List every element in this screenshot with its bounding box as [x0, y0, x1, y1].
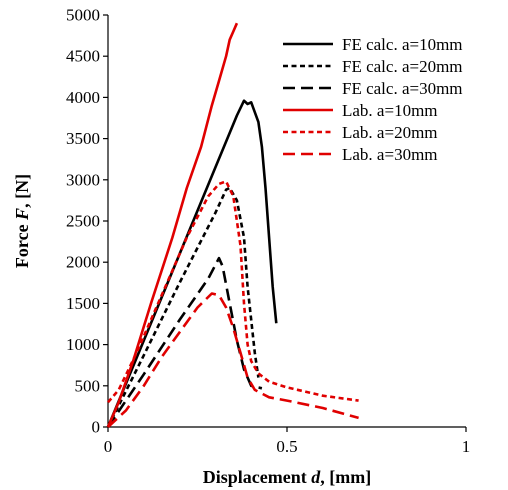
x-axis-title-var: d [311, 467, 321, 487]
legend-label-5: Lab. a=20mm [342, 123, 438, 142]
y-tick-label: 4500 [66, 47, 100, 66]
x-tick-label: 0.5 [276, 437, 297, 456]
legend: FE calc. a=10mm FE calc. a=20mm FE calc. a… [283, 35, 463, 164]
x-axis-title: Displacement d, [mm] [203, 467, 371, 487]
legend-label-2: FE calc. a=20mm [342, 57, 463, 76]
series-line-4 [106, 22, 239, 428]
legend-label-6: Lab. a=30mm [342, 145, 438, 164]
x-tick-labels: 0 0.5 1 [104, 437, 471, 456]
legend-label-4: Lab. a=10mm [342, 101, 438, 120]
series-line-3 [106, 256, 263, 428]
y-tick-label: 3000 [66, 170, 100, 189]
y-tick-label: 2500 [66, 212, 100, 231]
y-axis-title: Force F, [N] [12, 174, 32, 268]
legend-label-1: FE calc. a=10mm [342, 35, 463, 54]
series-layer [106, 22, 359, 428]
series-line-5 [107, 180, 359, 404]
axes [103, 14, 467, 432]
x-tick-label: 0 [104, 437, 113, 456]
y-axis-title-prefix: Force [12, 220, 32, 268]
y-tick-label: 1500 [66, 294, 100, 313]
y-tick-label: 0 [92, 418, 101, 437]
y-tick-label: 2000 [66, 253, 100, 272]
y-tick-label: 3500 [66, 129, 100, 148]
legend-label-3: FE calc. a=30mm [342, 79, 463, 98]
y-axis-title-var: F [12, 208, 32, 221]
x-axis-title-suffix: , [mm] [320, 467, 371, 487]
x-axis-title-prefix: Displacement [203, 467, 311, 487]
y-axis-title-suffix: , [N] [12, 174, 32, 208]
y-tick-label: 5000 [66, 6, 100, 25]
series-line-6 [107, 292, 359, 428]
series-line-2 [106, 186, 260, 428]
y-tick-label: 4000 [66, 88, 100, 107]
y-tick-labels: 0 500 1000 1500 2000 2500 3000 3500 4000 4500 5000 [66, 6, 100, 437]
y-tick-label: 1000 [66, 335, 100, 354]
x-tick-label: 1 [462, 437, 471, 456]
y-tick-label: 500 [75, 376, 101, 395]
